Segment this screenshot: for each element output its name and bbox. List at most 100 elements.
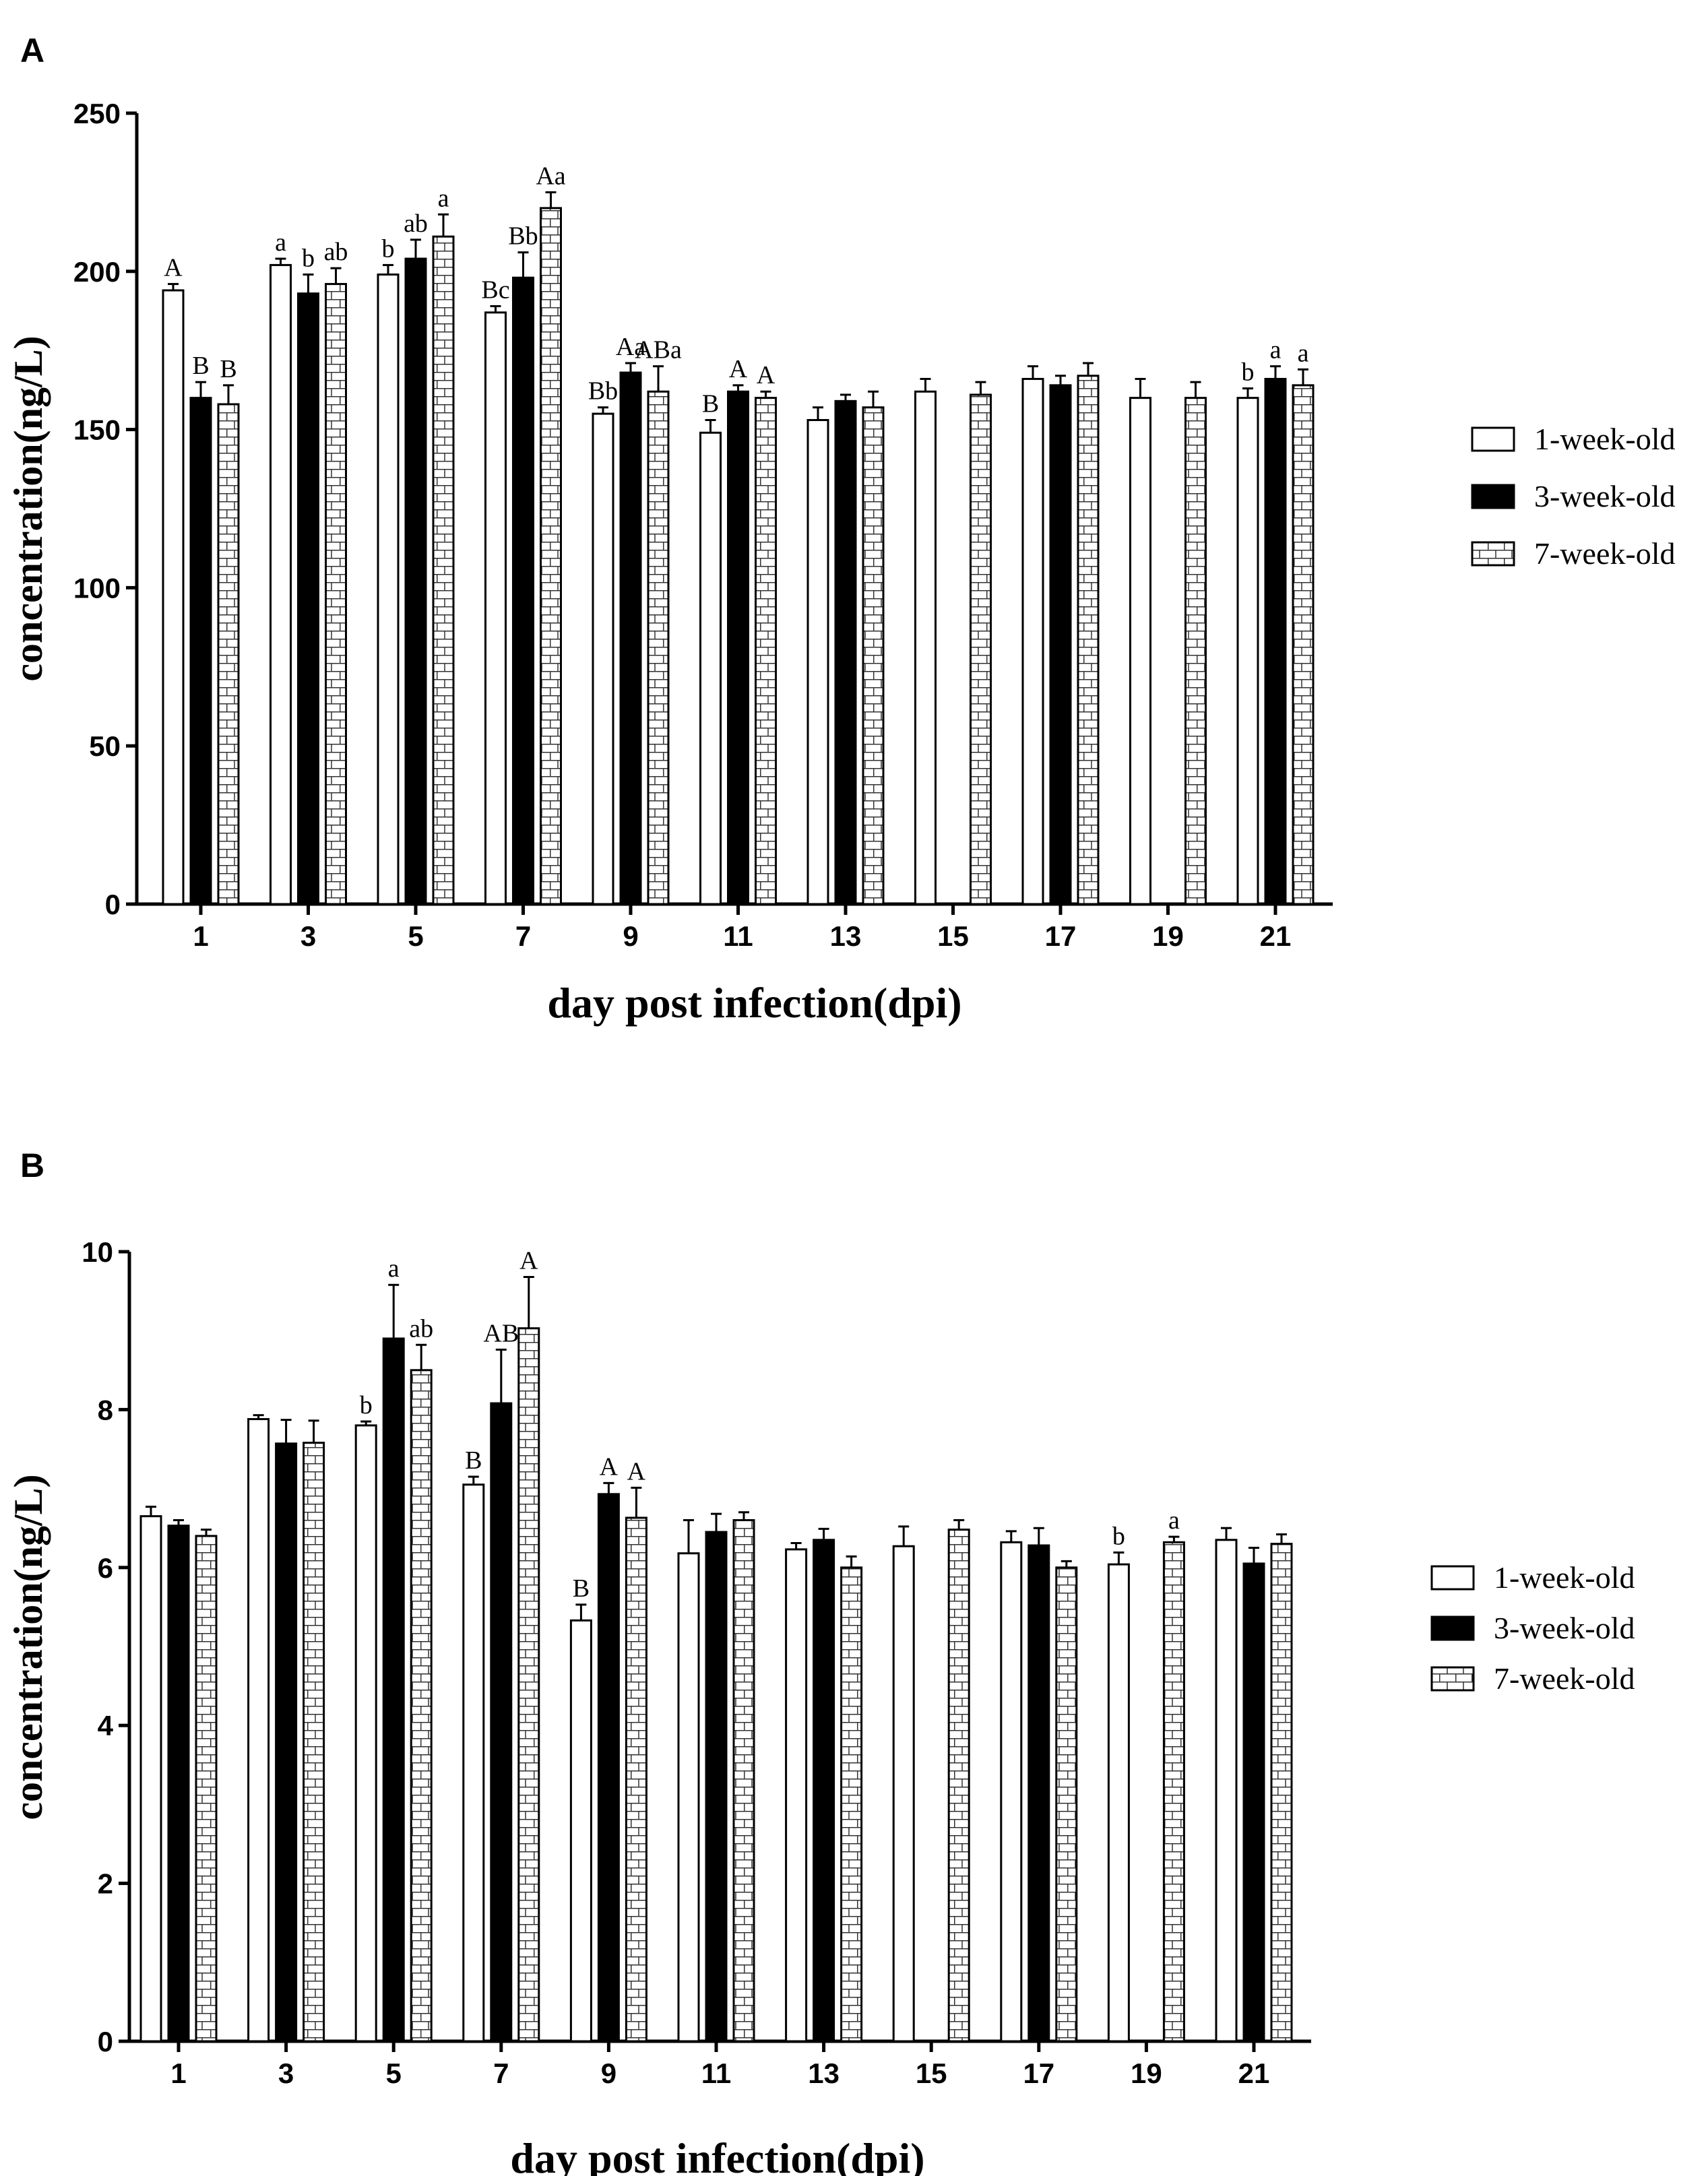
significance-label: B — [573, 1574, 590, 1603]
bar — [517, 1327, 540, 2043]
bar — [1264, 377, 1287, 905]
panel-b-ylabel: concentration(ng/L) — [6, 1474, 51, 1820]
bar — [1184, 397, 1207, 905]
x-tick-label: 13 — [808, 2057, 840, 2089]
x-tick-label: 15 — [937, 920, 969, 952]
significance-label: ab — [404, 210, 428, 238]
significance-label: b — [382, 234, 395, 263]
bar — [625, 1516, 647, 2043]
bar — [569, 1619, 592, 2043]
bar — [755, 397, 777, 905]
bar — [732, 1518, 755, 2043]
bar — [512, 276, 534, 905]
bar — [410, 1369, 433, 2043]
legend-swatch — [1430, 1615, 1475, 1641]
bar — [275, 1442, 298, 2043]
significance-label: a — [1270, 336, 1282, 364]
bar — [1242, 1562, 1265, 2043]
x-tick-label: 11 — [723, 920, 753, 952]
bar — [432, 235, 455, 905]
y-tick-label: 50 — [89, 730, 121, 762]
bar — [1215, 1539, 1238, 2043]
bar — [377, 273, 400, 905]
significance-label: A — [600, 1452, 619, 1481]
x-tick-label: 7 — [515, 920, 531, 952]
significance-label: Bb — [588, 377, 618, 406]
bar — [189, 397, 212, 905]
bar — [592, 412, 614, 905]
significance-label: a — [1168, 1506, 1180, 1535]
legend-swatch — [1430, 1565, 1475, 1591]
x-tick-label: 19 — [1152, 920, 1184, 952]
x-tick-label: 1 — [193, 920, 208, 952]
significance-label: A — [164, 254, 183, 282]
bar — [892, 1545, 915, 2043]
significance-label: a — [275, 228, 286, 257]
significance-label: Aa — [536, 162, 565, 190]
bar — [1236, 397, 1259, 905]
bar — [382, 1337, 405, 2043]
y-tick-label: 0 — [98, 2026, 113, 2057]
bar — [162, 289, 185, 905]
y-tick-label: 8 — [98, 1394, 113, 1426]
bar — [970, 393, 992, 905]
bar — [270, 263, 292, 905]
panel-b-label: B — [20, 1147, 44, 1184]
bar — [217, 403, 240, 905]
bar — [1107, 1563, 1130, 2043]
x-tick-label: 17 — [1045, 920, 1077, 952]
bar — [647, 390, 670, 905]
x-tick-label: 3 — [301, 920, 316, 952]
significance-label: AB — [483, 1319, 519, 1347]
x-tick-label: 13 — [830, 920, 862, 952]
bar — [806, 419, 829, 905]
legend-swatch — [1471, 484, 1515, 509]
bar — [699, 431, 722, 905]
legend-swatch — [1471, 541, 1515, 567]
bar — [484, 311, 507, 905]
bar — [404, 257, 427, 905]
significance-label: a — [438, 184, 449, 212]
bar — [1129, 397, 1151, 905]
bar — [813, 1539, 835, 2043]
bar — [597, 1493, 620, 2043]
x-tick-label: 11 — [701, 2057, 731, 2089]
x-tick-label: 17 — [1023, 2057, 1054, 2089]
significance-label: A — [757, 361, 776, 389]
bar — [247, 1417, 270, 2043]
legend-swatch — [1430, 1666, 1475, 1692]
x-tick-label: 9 — [623, 920, 638, 952]
y-tick-label: 6 — [98, 1552, 113, 1584]
bar — [834, 399, 857, 905]
significance-label: A — [729, 355, 748, 383]
significance-label: ab — [324, 238, 348, 266]
bar — [1077, 375, 1100, 905]
bar — [1027, 1544, 1050, 2043]
significance-label: a — [1298, 339, 1309, 367]
bar — [727, 390, 749, 905]
bar — [490, 1402, 513, 2043]
legend-label: 7-week-old — [1494, 1661, 1635, 1696]
bar — [785, 1548, 808, 2043]
x-tick-label: 7 — [493, 2057, 509, 2089]
significance-label: A — [627, 1457, 646, 1485]
legend-label: 7-week-old — [1534, 536, 1675, 571]
bar — [1055, 1566, 1078, 2043]
y-tick-label: 2 — [98, 1868, 113, 1900]
legend-label: 1-week-old — [1494, 1560, 1635, 1595]
bar — [914, 390, 937, 905]
y-tick-label: 0 — [105, 889, 121, 920]
bar — [167, 1525, 190, 2043]
x-tick-label: 15 — [916, 2057, 947, 2089]
significance-label: B — [192, 352, 209, 380]
significance-label: B — [220, 355, 236, 383]
bar — [705, 1531, 728, 2043]
panel-a-label: A — [20, 32, 44, 69]
bar — [840, 1566, 863, 2043]
significance-label: ab — [409, 1314, 433, 1343]
legend-label: 3-week-old — [1494, 1611, 1635, 1645]
significance-label: Bc — [481, 276, 509, 304]
panel-a-ylabel: concentration(ng/L) — [6, 335, 51, 681]
legend-label: 3-week-old — [1534, 479, 1675, 513]
